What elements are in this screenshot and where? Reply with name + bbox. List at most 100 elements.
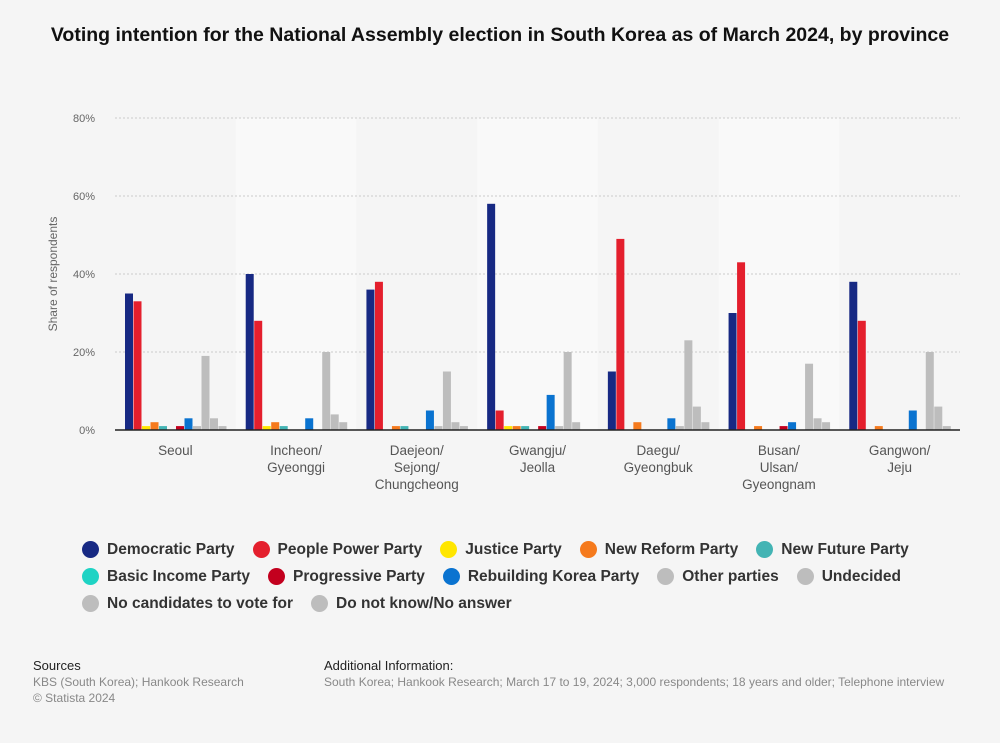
- bar-other-parties: [675, 426, 684, 430]
- legend-label: New Reform Party: [604, 540, 739, 558]
- bar-rebuilding-korea-party: [305, 418, 314, 430]
- legend-item[interactable]: People Power Party: [252, 540, 423, 559]
- legend-item[interactable]: Do not know/No answer: [311, 594, 512, 613]
- bar-progressive-party: [779, 426, 788, 430]
- y-tick-label: 20%: [73, 347, 95, 359]
- x-tick-label: Gwangju/Jeolla: [509, 443, 566, 475]
- bar-other-parties: [555, 426, 564, 430]
- bar-new-reform-party: [512, 426, 521, 430]
- legend-marker-icon: [442, 568, 460, 585]
- legend-item[interactable]: Other parties: [657, 567, 779, 586]
- bar-people-power-party: [495, 410, 504, 430]
- legend-item[interactable]: New Reform Party: [579, 540, 739, 559]
- bar-justice-party: [504, 426, 513, 430]
- bar-people-power-party: [616, 238, 625, 430]
- bar-no-candidates-to-vote-for: [451, 422, 460, 430]
- bar-no-candidates-to-vote-for: [572, 422, 581, 430]
- bar-undecided: [322, 352, 331, 430]
- bar-democratic-party: [487, 203, 496, 430]
- legend-label: Progressive Party: [293, 567, 425, 585]
- bar-do-not-know-no-answer: [218, 426, 227, 430]
- additional-info-block: Additional Information: South Korea; Han…: [324, 658, 944, 690]
- x-tick-label: Incheon/Gyeonggi: [267, 443, 325, 475]
- sources-label: Sources: [33, 658, 81, 673]
- legend-marker-icon: [82, 568, 99, 585]
- bar-people-power-party: [374, 281, 383, 430]
- legend-item[interactable]: Rebuilding Korea Party: [442, 567, 639, 586]
- legend-item[interactable]: Basic Income Party: [82, 567, 250, 586]
- bar-new-future-party: [521, 426, 530, 430]
- legend-label: Justice Party: [465, 540, 562, 558]
- bar-do-not-know-no-answer: [459, 426, 468, 430]
- bar-people-power-party: [254, 320, 263, 430]
- legend-item[interactable]: Justice Party: [440, 540, 562, 559]
- legend-marker-icon: [796, 568, 814, 585]
- bar-new-reform-party: [754, 426, 763, 430]
- bar-democratic-party: [728, 313, 737, 430]
- chart-title: Voting intention for the National Assemb…: [50, 24, 950, 46]
- bar-no-candidates-to-vote-for: [210, 418, 218, 430]
- bar-democratic-party: [125, 293, 133, 430]
- legend-marker-icon: [268, 568, 286, 585]
- legend-item[interactable]: No candidates to vote for: [82, 594, 293, 613]
- group-band: [477, 118, 598, 430]
- bar-justice-party: [142, 426, 150, 430]
- y-tick-label: 80%: [73, 113, 95, 125]
- legend-label: No candidates to vote for: [107, 594, 294, 612]
- legend-marker-icon: [579, 541, 597, 558]
- bar-do-not-know-no-answer: [339, 422, 348, 430]
- legend: Democratic Party People Power Party Justic…: [82, 540, 962, 613]
- bar-undecided: [684, 340, 693, 430]
- bar-democratic-party: [245, 274, 254, 430]
- info-label: Additional Information:: [324, 658, 454, 673]
- bar-do-not-know-no-answer: [701, 422, 710, 430]
- x-tick-label: Gangwon/Jeju: [869, 443, 931, 475]
- y-axis-label: Share of respondents: [46, 217, 60, 332]
- x-tick-label: Busan/Ulsan/Gyeongnam: [742, 443, 816, 492]
- bar-undecided: [563, 352, 572, 430]
- bar-no-candidates-to-vote-for: [813, 418, 822, 430]
- sources-block: Sources KBS (South Korea); Hankook Resea…: [33, 658, 244, 706]
- bar-rebuilding-korea-party: [184, 418, 193, 430]
- bar-rebuilding-korea-party: [546, 394, 555, 430]
- bar-undecided: [201, 355, 210, 430]
- bar-democratic-party: [849, 281, 858, 430]
- bar-new-reform-party: [633, 422, 642, 430]
- bar-rebuilding-korea-party: [788, 422, 797, 430]
- bar-new-reform-party: [271, 422, 280, 430]
- bar-no-candidates-to-vote-for: [934, 406, 943, 430]
- legend-item[interactable]: New Future Party: [756, 540, 909, 559]
- bar-undecided: [442, 371, 451, 430]
- legend-marker-icon: [657, 568, 675, 585]
- bar-do-not-know-no-answer: [822, 422, 831, 430]
- sources-text: KBS (South Korea); Hankook Research: [33, 675, 244, 689]
- bar-new-reform-party: [150, 422, 159, 430]
- legend-item[interactable]: Undecided: [796, 567, 901, 586]
- x-tick-label: Seoul: [158, 443, 193, 458]
- y-tick-label: 40%: [73, 269, 95, 281]
- legend-label: People Power Party: [277, 540, 423, 558]
- legend-item[interactable]: Democratic Party: [82, 540, 235, 559]
- info-text: South Korea; Hankook Research; March 17 …: [324, 675, 945, 689]
- legend-label: Basic Income Party: [107, 567, 251, 585]
- bar-no-candidates-to-vote-for: [330, 414, 339, 430]
- bar-rebuilding-korea-party: [908, 410, 917, 430]
- legend-marker-icon: [82, 541, 99, 558]
- bar-chart: 0% 20% 40% 60% 80% Share of respondents Seoul I…: [46, 113, 960, 492]
- legend-label: Democratic Party: [107, 540, 235, 558]
- bar-people-power-party: [133, 301, 142, 430]
- bar-democratic-party: [366, 289, 375, 430]
- y-tick-label: 60%: [73, 191, 95, 203]
- x-tick-label: Daejeon/Sejong/Chungcheong: [375, 443, 459, 492]
- bar-new-reform-party: [391, 426, 400, 430]
- legend-item[interactable]: Progressive Party: [268, 567, 425, 586]
- bar-new-future-party: [279, 426, 288, 430]
- bar-progressive-party: [176, 426, 184, 430]
- bar-other-parties: [193, 426, 201, 430]
- legend-label: New Future Party: [781, 540, 909, 558]
- bar-undecided: [925, 352, 934, 430]
- legend-marker-icon: [82, 595, 99, 612]
- legend-marker-icon: [756, 541, 774, 558]
- bar-people-power-party: [737, 262, 746, 430]
